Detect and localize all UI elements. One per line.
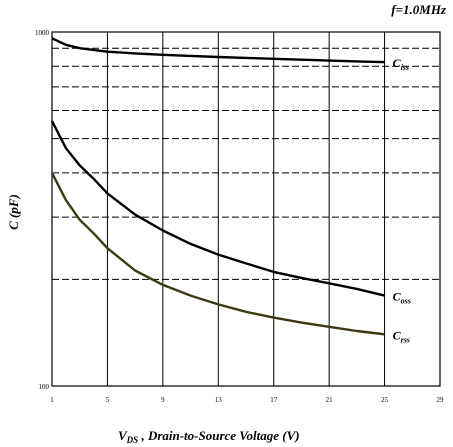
series-label-main: C [393,328,402,342]
series-line-rss [50,172,385,336]
series-lines [50,37,385,336]
series-label-sub: iss [401,63,409,72]
series-line-iss [51,37,385,64]
x-axis-label-sub: DS [126,435,139,445]
series-label-sub: oss [401,297,411,306]
y-axis-label: C (pF) [6,194,21,230]
series-line-oss [50,120,385,297]
x-axis-label: VDS , Drain-to-Source Voltage (V) [118,428,300,445]
plot-frame [51,31,441,387]
x-axis-label-main: V [118,428,128,443]
x-tick-labels: 1 5 9 13 17 21 25 29 [50,396,444,404]
x-tick-label: 9 [161,396,165,404]
x-tick-label: 1 [50,396,54,404]
series-label-oss: Coss [393,290,411,306]
y-tick-label: 100 [39,383,50,391]
x-tick-label: 5 [106,396,110,404]
series-label-sub: rss [401,335,410,344]
frequency-annotation: f=1.0MHz [391,2,447,17]
x-tick-label: 25 [381,396,389,404]
x-tick-label: 13 [215,396,223,404]
series-label-rss: Crss [393,328,410,344]
series-label-iss: Ciss [393,56,409,72]
x-tick-label: 21 [326,396,334,404]
x-tick-label: 29 [437,396,445,404]
grid-lines [52,32,440,386]
y-tick-labels: 1000 100 [35,29,50,391]
y-tick-label: 1000 [35,29,50,37]
series-label-main: C [393,56,402,70]
series-label-main: C [393,290,402,304]
x-axis-label-rest: , Drain-to-Source Voltage (V) [138,428,299,443]
x-tick-label: 17 [270,396,278,404]
